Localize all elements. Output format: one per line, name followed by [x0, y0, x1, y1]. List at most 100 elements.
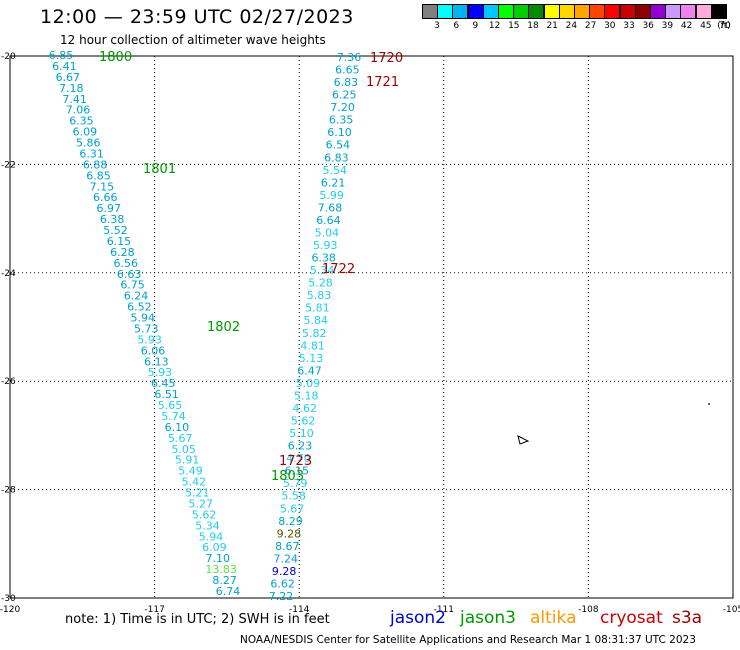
wave-height-value: 6.83	[334, 76, 359, 89]
satellite-legend-altika: altika	[530, 608, 577, 628]
wave-height-value: 5.94	[199, 530, 224, 543]
wave-height-value: 6.63	[117, 268, 142, 281]
wave-height-value: 7.68	[318, 201, 343, 214]
wave-height-value: 6.38	[100, 213, 125, 226]
wave-height-value: 5.67	[168, 432, 193, 445]
wave-height-value: 6.54	[326, 139, 351, 152]
wave-height-value: 5.99	[319, 189, 344, 202]
pass-time-label-jason3: 1802	[207, 320, 240, 335]
wave-height-value: 5.18	[294, 389, 319, 402]
wave-height-value: 5.93	[148, 366, 173, 379]
wave-height-value: 6.23	[288, 440, 313, 453]
wave-height-value: 5.91	[175, 454, 200, 467]
scale-tick-label: 15	[508, 21, 520, 31]
wave-height-value: 6.24	[124, 290, 149, 303]
wave-height-value: 13.83	[205, 563, 237, 576]
x-tick-label: -111	[434, 605, 454, 615]
wave-height-value: 5.62	[192, 508, 217, 521]
wave-height-value: 5.34	[195, 519, 220, 532]
wave-height-value: 5.93	[137, 333, 162, 346]
wave-height-value: 6.62	[270, 577, 295, 590]
wave-height-value: 6.28	[110, 246, 135, 259]
wave-height-value: 5.04	[315, 226, 340, 239]
pass-time-label-cryosat: 1721	[366, 75, 399, 90]
x-tick-label: -108	[578, 605, 599, 615]
wave-height-value: 6.56	[114, 257, 139, 270]
scale-tick-label: 9	[472, 21, 479, 31]
page-subtitle: 12 hour collection of altimeter wave hei…	[60, 33, 326, 47]
wave-height-value: 6.21	[321, 176, 346, 189]
wave-height-value: 6.52	[127, 301, 152, 314]
wave-height-value: 5.67	[280, 502, 305, 515]
wave-height-value: 6.85	[49, 49, 74, 62]
island-outline	[517, 435, 530, 445]
wave-height-value: 5.58	[281, 490, 306, 503]
wave-height-value: 6.09	[202, 541, 227, 554]
wave-height-value: 7.06	[66, 104, 91, 117]
scale-tick-label: 27	[584, 21, 597, 31]
pass-time-label-jason3: 1801	[143, 162, 176, 177]
x-tick-label: -117	[144, 605, 164, 615]
wave-height-value: 5.82	[302, 327, 327, 340]
wave-height-value: 5.13	[299, 352, 324, 365]
y-tick-label: -30	[1, 594, 16, 604]
pass-time-label-cryosat: 1722	[322, 262, 355, 277]
scale-tick-label: 6	[453, 21, 460, 31]
wave-height-value: 5.83	[307, 289, 332, 302]
wave-height-value: 6.35	[69, 115, 94, 128]
scale-tick-label: 12	[488, 21, 501, 31]
scale-tick-label: 18	[527, 21, 539, 31]
wave-height-value: 8.29	[278, 515, 303, 528]
wave-height-value: 5.79	[283, 477, 308, 490]
scale-swatch	[710, 4, 727, 19]
map-frame	[9, 55, 734, 599]
scale-tick-label: 45	[700, 21, 712, 31]
credit-line: NOAA/NESDIS Center for Satellite Applica…	[240, 634, 696, 646]
wave-height-value: 7.36	[337, 51, 362, 64]
wave-height-value: 5.94	[131, 312, 156, 325]
wave-height-value: 5.34	[310, 264, 335, 277]
wave-height-value: 9.28	[277, 527, 302, 540]
satellite-legend-s3a: s3a	[672, 608, 703, 628]
wave-height-value: 7.10	[206, 552, 231, 565]
wave-height-value: 6.75	[120, 279, 145, 292]
pass-time-label-jason3: 1803	[271, 469, 304, 484]
pass-time-label-jason3: 1800	[99, 50, 132, 65]
wave-height-value: 6.45	[151, 377, 176, 390]
pass-time-label-cryosat: 1723	[279, 454, 312, 469]
wave-height-value: 6.25	[332, 89, 357, 102]
wave-height-value: 5.05	[171, 443, 196, 456]
scale-tick-label: 39	[661, 21, 674, 31]
wave-height-value: 6.06	[141, 344, 166, 357]
pass-time-label-cryosat: 1720	[370, 51, 403, 66]
wave-height-value: 4.81	[300, 339, 325, 352]
scale-tick-label: 36	[642, 21, 654, 31]
wave-height-value: 6.15	[285, 465, 310, 478]
x-tick-label: -105	[723, 605, 740, 615]
wave-height-value: 6.83	[324, 151, 349, 164]
wave-height-value: 5.52	[103, 224, 128, 237]
wave-height-value: 7.24	[273, 552, 298, 565]
wave-height-value: 8.67	[275, 540, 300, 553]
wave-height-value: 7.22	[269, 590, 294, 603]
page-title: 12:00 — 23:59 UTC 02/27/2023	[40, 6, 354, 28]
wave-height-value: 6.38	[311, 252, 336, 265]
wave-height-value: 6.88	[83, 158, 108, 171]
wave-height-value: 7.41	[62, 93, 87, 106]
scale-tick-label: 21	[546, 21, 558, 31]
wave-height-value: 5.21	[185, 487, 210, 500]
wave-height-value: 5.65	[158, 399, 183, 412]
wave-height-value: 4.70	[286, 452, 311, 465]
wave-height-value: 6.51	[154, 388, 179, 401]
wave-height-value: 5.73	[134, 322, 159, 335]
wave-height-value: 6.64	[316, 214, 341, 227]
wave-height-value: 5.54	[323, 164, 348, 177]
wave-height-value: 7.20	[330, 101, 355, 114]
wave-height-value: 6.10	[327, 126, 352, 139]
x-tick-label: -120	[0, 605, 20, 615]
wave-height-value: 6.31	[79, 147, 104, 160]
wave-height-value: 5.74	[161, 410, 186, 423]
wave-height-value: 6.13	[144, 355, 169, 368]
wave-height-value: 5.93	[313, 239, 338, 252]
